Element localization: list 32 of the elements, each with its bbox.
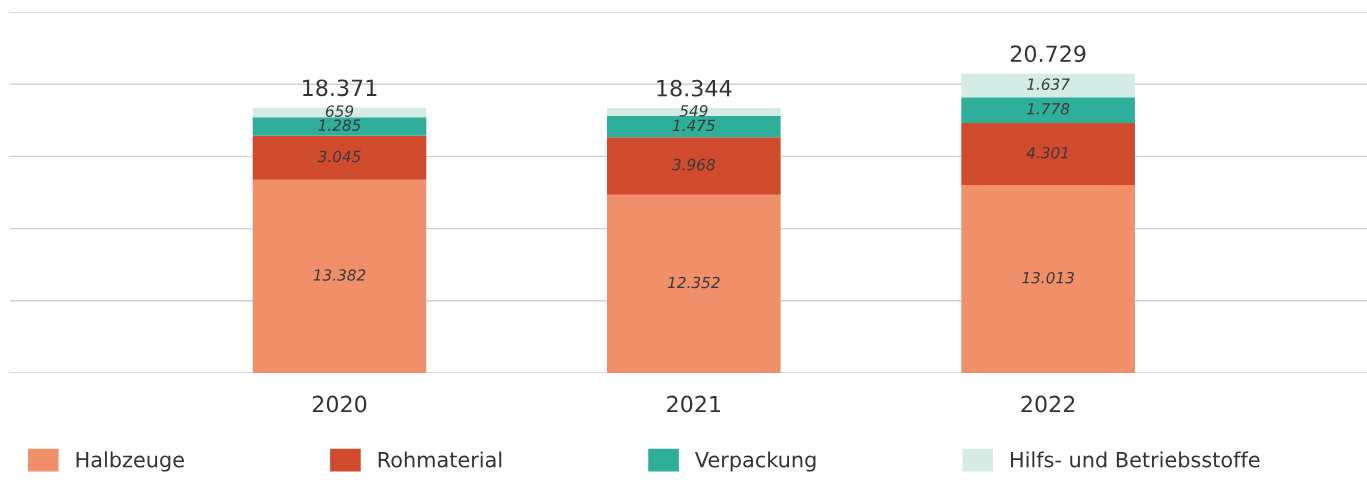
bar <box>961 122 1135 186</box>
data-label: 1.475 <box>672 119 715 132</box>
data-label: 4.301 <box>1026 146 1068 159</box>
legend-label: Verpackung <box>694 451 816 472</box>
data-label: 1.778 <box>1027 103 1070 115</box>
data-label: 3.045 <box>317 150 361 163</box>
bar <box>607 137 781 195</box>
bar <box>252 135 427 180</box>
bar <box>961 73 1135 98</box>
data-label: 1.637 <box>1027 78 1070 90</box>
x-tick-label: 2022 <box>1021 395 1075 413</box>
x-tick-label: 2021 <box>667 395 721 413</box>
bar <box>607 194 781 373</box>
data-label: 3.968 <box>671 158 716 171</box>
legend-label: Halbzeuge <box>76 451 184 472</box>
data-label: 13.382 <box>313 269 366 281</box>
legend-label: Rohmaterial <box>378 451 502 468</box>
bar <box>607 116 781 138</box>
total-label: 20.729 <box>1010 45 1086 63</box>
data-label: 12.352 <box>667 276 720 289</box>
data-label: 659 <box>325 105 354 117</box>
total-label: 18.371 <box>303 79 377 97</box>
legend-label: Hilfs- und Betriebsstoffe <box>1011 451 1260 468</box>
x-tick-label: 2020 <box>312 395 367 413</box>
bar <box>252 179 427 373</box>
bar <box>961 185 1135 373</box>
total-label: 18.344 <box>657 79 732 97</box>
data-label: 1.285 <box>318 119 361 131</box>
bar <box>252 117 427 136</box>
data-label: 13.013 <box>1022 271 1074 284</box>
bar <box>961 97 1135 123</box>
data-label: 549 <box>679 104 708 117</box>
